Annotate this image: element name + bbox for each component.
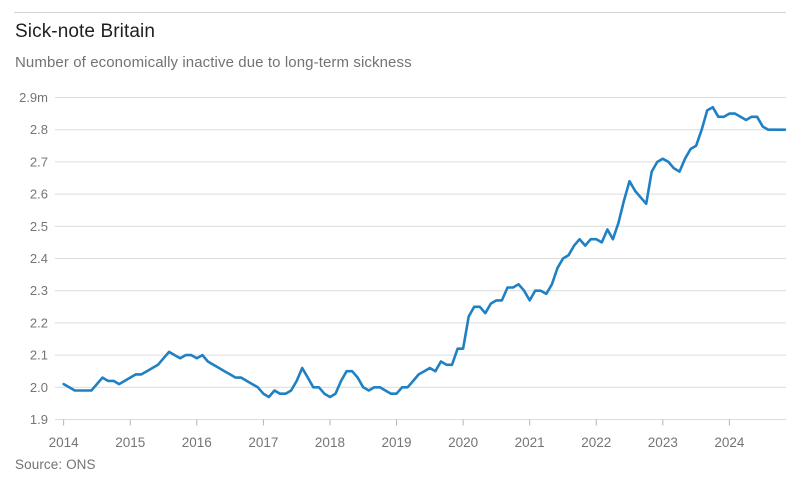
top-rule — [14, 12, 786, 13]
x-axis-label: 2014 — [49, 435, 80, 450]
data-line — [62, 105, 787, 399]
x-axis-label: 2021 — [515, 435, 545, 450]
x-axis-label: 2015 — [115, 435, 145, 450]
chart-title: Sick-note Britain — [15, 21, 156, 42]
y-axis-label: 2.1 — [30, 348, 48, 363]
y-axis-label: 2.3 — [30, 283, 48, 298]
x-axis-label: 2020 — [448, 435, 478, 450]
y-axis-label: 2.6 — [30, 187, 48, 202]
chart-subtitle: Number of economically inactive due to l… — [15, 54, 412, 71]
x-axis-label: 2023 — [648, 435, 678, 450]
y-axis-label: 2.9m — [19, 90, 48, 105]
x-axis-label: 2019 — [382, 435, 412, 450]
y-axis-label: 2.8 — [30, 122, 48, 137]
y-axis-label: 2.0 — [30, 380, 48, 395]
x-axis-label: 2024 — [714, 435, 745, 450]
y-axis-label: 2.4 — [30, 251, 48, 266]
x-axis-label: 2018 — [315, 435, 345, 450]
y-axis-label: 2.5 — [30, 219, 48, 234]
x-axis-label: 2022 — [581, 435, 611, 450]
x-axis-label: 2017 — [248, 435, 278, 450]
source-note: Source: ONS — [15, 457, 96, 472]
y-axis-label: 2.7 — [30, 154, 48, 169]
y-axis-label: 2.2 — [30, 315, 48, 330]
y-axis-label: 1.9 — [30, 412, 48, 427]
x-axis-label: 2016 — [182, 435, 212, 450]
